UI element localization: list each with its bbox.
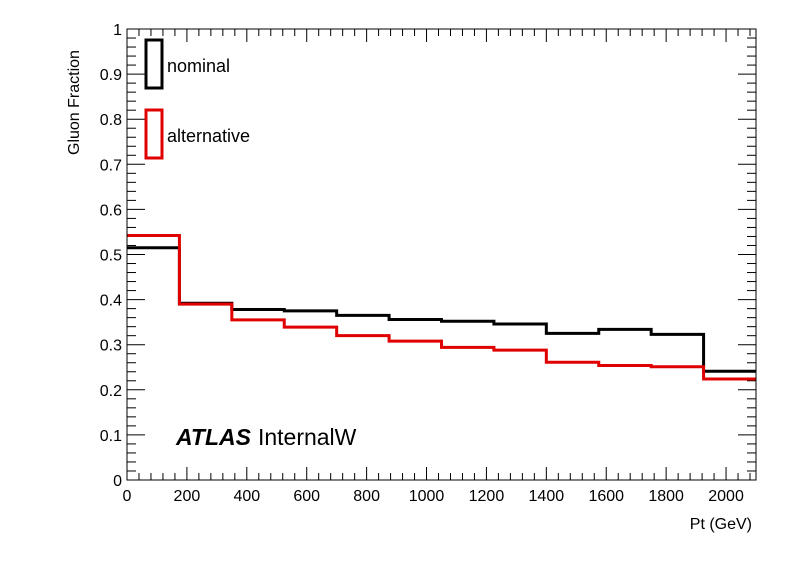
- x-tick-label: 1200: [469, 488, 505, 505]
- y-tick-label: 0.6: [100, 202, 122, 219]
- x-tick-labels: 0 200 400 600 800 1000 1200 1400 1600 1800 2000: [123, 488, 744, 505]
- x-tick-label: 2000: [708, 488, 744, 505]
- x-tick-label: 200: [174, 488, 201, 505]
- y-tick-label: 0.1: [100, 428, 122, 445]
- x-axis-label: Pt (GeV): [690, 516, 752, 533]
- y-tick-label: 0.4: [100, 293, 122, 310]
- legend: nominal alternative: [144, 38, 250, 160]
- y-axis-label: Gluon Fraction: [66, 50, 83, 155]
- internal-label: InternalW: [258, 424, 357, 450]
- plot-frame: [126, 28, 757, 481]
- x-tick-label: 600: [293, 488, 320, 505]
- y-tick-label: 1: [113, 22, 122, 39]
- x-tick-label: 1600: [588, 488, 624, 505]
- axis-ticks: [126, 28, 756, 481]
- y-tick-label: 0.2: [100, 383, 122, 400]
- legend-swatch-alternative: [144, 108, 164, 160]
- x-tick-label: 800: [353, 488, 380, 505]
- x-tick-label: 1800: [648, 488, 684, 505]
- x-tick-label: 1400: [529, 488, 565, 505]
- y-tick-label: 0: [113, 473, 122, 490]
- legend-label-nominal: nominal: [167, 56, 230, 76]
- y-tick-label: 0.3: [100, 338, 122, 355]
- atlas-annotation: ATLAS InternalW: [175, 424, 357, 450]
- y-tick-label: 0.8: [100, 112, 122, 129]
- y-tick-labels: 0 0.1 0.2 0.3 0.4 0.5 0.6 0.7 0.8 0.9 1: [100, 22, 122, 490]
- x-tick-label: 1000: [409, 488, 445, 505]
- atlas-label: ATLAS: [175, 424, 252, 450]
- legend-label-alternative: alternative: [167, 126, 250, 146]
- series-line-nominal: [127, 246, 756, 373]
- legend-swatch-nominal: [144, 38, 164, 90]
- y-tick-label: 0.7: [100, 157, 122, 174]
- x-tick-label: 0: [123, 488, 132, 505]
- x-tick-label: 400: [233, 488, 260, 505]
- series-line-alternative: [127, 234, 756, 381]
- y-tick-label: 0.9: [100, 67, 122, 84]
- y-tick-label: 0.5: [100, 248, 122, 265]
- series-group: [127, 234, 756, 381]
